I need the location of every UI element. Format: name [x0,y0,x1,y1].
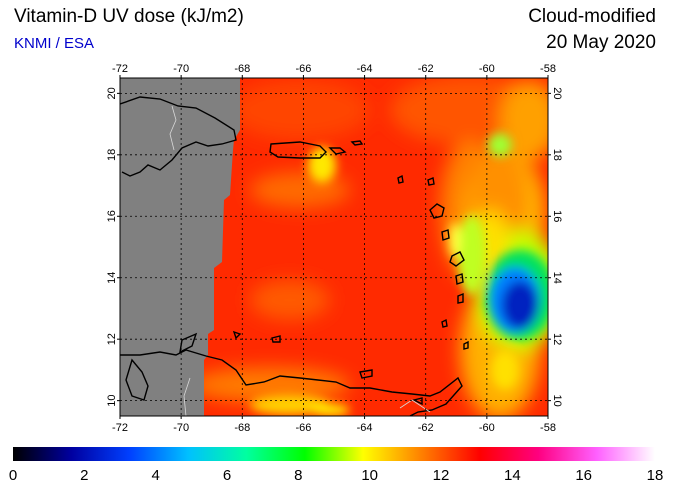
guadeloupe-coast [449,251,465,267]
lon-tick-label-bottom: -70 [173,422,189,434]
organization-label: KNMI / ESA [14,35,95,52]
lat-tick-label-left: 12 [106,333,118,345]
lon-tick-label-bottom: -72 [112,422,128,434]
lon-tick-label-bottom: -64 [357,422,373,434]
lon-tick-label-bottom: -68 [234,422,250,434]
colorbar-labels: 0 2 4 6 8 10 12 14 16 18 [9,467,664,484]
lon-tick-label-top: -66 [295,63,311,75]
lon-tick-label-bottom: -58 [540,422,556,434]
colorbar-tick-label: 16 [575,467,592,484]
lat-tick-label-right: 12 [551,333,563,345]
lat-tick-label-left: 16 [106,210,118,222]
lake-maracaibo [125,358,149,401]
coastlines [120,96,469,416]
lon-tick-label-top: -70 [173,63,189,75]
graticule [120,78,548,416]
country-borders [169,105,431,416]
lat-tick-label-left: 20 [106,87,118,99]
map-title: Vitamin-D UV dose (kJ/m2) [14,6,244,27]
colorbar-tick-label: 12 [433,467,450,484]
lon-tick-label-bottom: -60 [479,422,495,434]
lon-tick-label-top: -62 [418,63,434,75]
colorbar-tick-label: 18 [647,467,664,484]
colorbar [13,447,655,461]
axis-tick-labels: -72 -72 -70 -70 -68 -68 -66 -66 -64 -64 -62 -62 -60 -… [106,63,563,434]
colorbar-tick-label: 4 [151,467,159,484]
colorbar-tick-label: 10 [361,467,378,484]
date-label: 20 May 2020 [546,32,656,53]
lat-tick-label-left: 10 [106,395,118,407]
lat-tick-label-right: 20 [551,87,563,99]
colorbar-tick-label: 8 [294,467,302,484]
map-frame [119,77,549,417]
lat-tick-label-right: 10 [551,395,563,407]
lon-tick-label-top: -64 [357,63,373,75]
lon-tick-label-bottom: -62 [418,422,434,434]
colorbar-tick-label: 6 [223,467,231,484]
lat-tick-label-right: 16 [551,210,563,222]
lon-tick-label-top: -68 [234,63,250,75]
uv-field [120,78,548,416]
lon-tick-label-top: -58 [540,63,556,75]
lat-tick-label-left: 18 [106,149,118,161]
lon-tick-label-top: -60 [479,63,495,75]
hispaniola-coast [120,96,237,177]
lon-tick-label-top: -72 [112,63,128,75]
colorbar-tick-label: 0 [9,467,17,484]
colorbar-tick-label: 2 [80,467,88,484]
south-america-coast [120,349,463,416]
no-data-region [120,78,240,416]
colorbar-tick-label: 14 [504,467,521,484]
lat-tick-label-right: 18 [551,149,563,161]
lon-tick-label-bottom: -66 [295,422,311,434]
lat-tick-label-right: 14 [551,272,563,284]
puerto-rico-coast [269,141,327,159]
lat-tick-label-left: 14 [106,272,118,284]
product-label: Cloud-modified [528,6,656,27]
